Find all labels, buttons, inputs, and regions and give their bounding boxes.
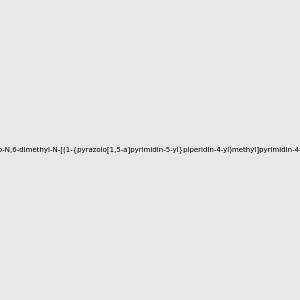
Text: 5-fluoro-N,6-dimethyl-N-[(1-{pyrazolo[1,5-a]pyrimidin-5-yl}piperidin-4-yl)methyl: 5-fluoro-N,6-dimethyl-N-[(1-{pyrazolo[1,… (0, 147, 300, 153)
